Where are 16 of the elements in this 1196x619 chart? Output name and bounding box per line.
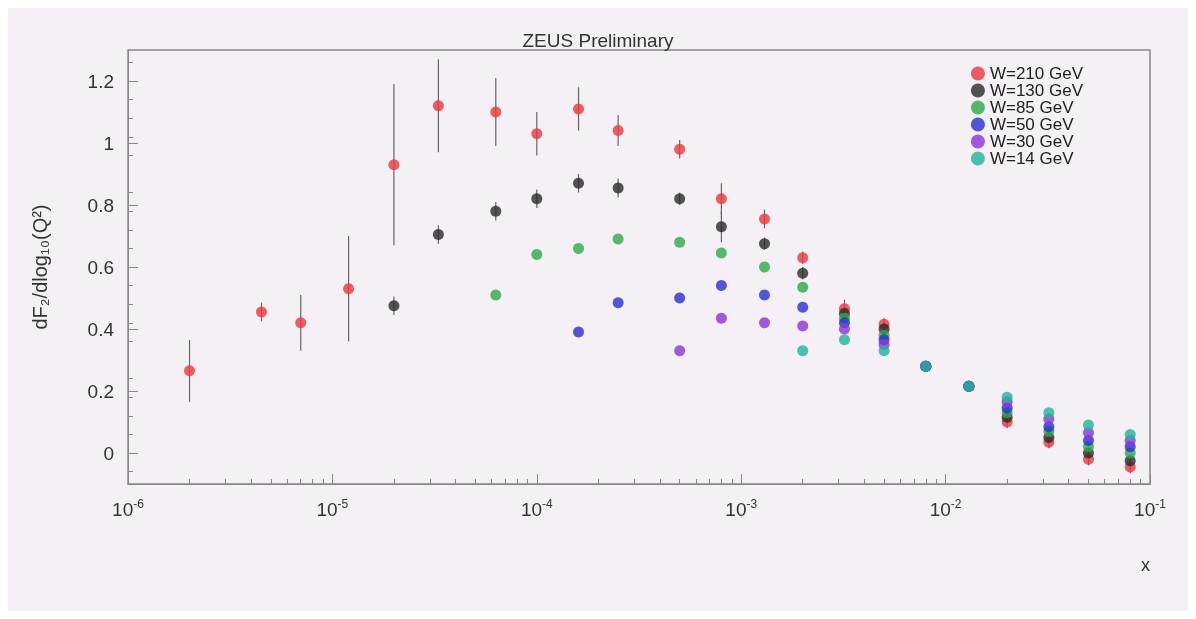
legend-label: W=85 GeV bbox=[989, 98, 1075, 117]
legend-label: W=210 GeV bbox=[989, 64, 1084, 83]
y-tick-label: 1 bbox=[103, 132, 114, 154]
legend-label: W=14 GeV bbox=[989, 149, 1075, 168]
y-tick-label: 0.4 bbox=[87, 318, 115, 340]
y-tick-label: 0.6 bbox=[87, 256, 114, 278]
chart-title: ZEUS Preliminary bbox=[522, 30, 674, 51]
legend-label: W=130 GeV bbox=[989, 81, 1084, 100]
y-axis-title: dF₂/dlog₁₀(Q²) bbox=[29, 204, 51, 330]
legend-label: W=30 GeV bbox=[989, 132, 1075, 151]
y-tick-label: 0.8 bbox=[87, 194, 114, 216]
y-tick-label: 1.2 bbox=[87, 70, 114, 92]
legend-label: W=50 GeV bbox=[989, 115, 1075, 134]
y-tick-label: 0 bbox=[103, 442, 114, 464]
y-tick-label: 0.2 bbox=[87, 380, 114, 402]
x-axis-title: x bbox=[1141, 555, 1150, 575]
